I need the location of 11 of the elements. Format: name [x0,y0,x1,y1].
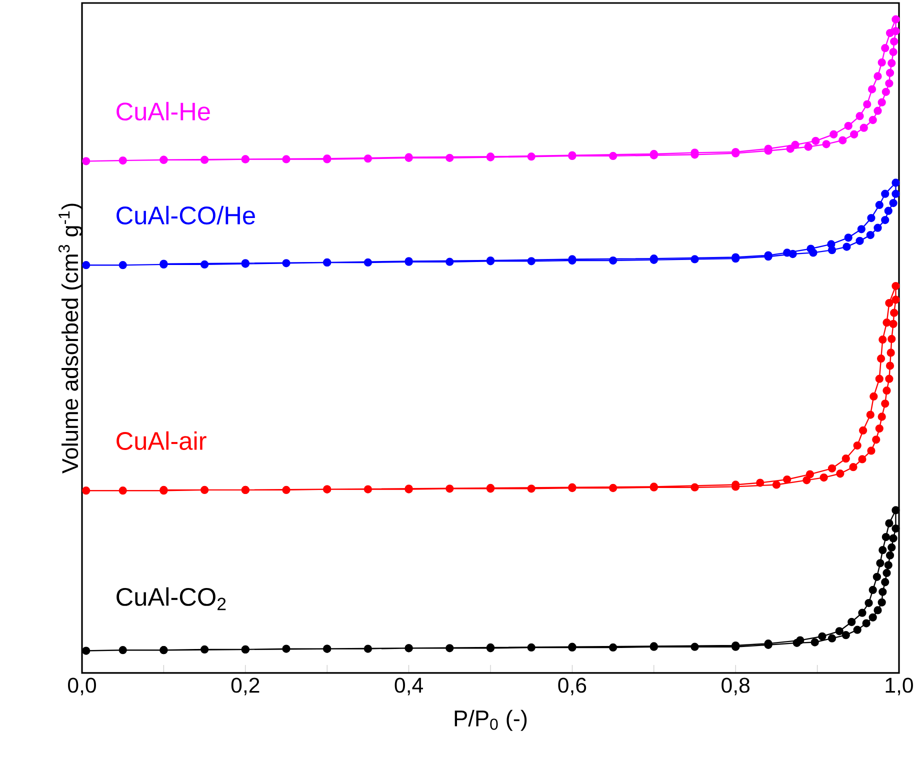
x-tick-label: 0,4 [394,678,423,696]
x-tick-label: 0,2 [231,678,260,696]
x-tick-label: 1,0 [886,678,913,696]
x-axis-title: P/P$_{0}$ (-) [454,710,527,731]
series-label: CuAl-He [116,102,210,121]
series-label: CuAl-CO$_{2}$ [116,587,226,610]
x-tick-label: 0,6 [558,678,586,696]
x-tick-label: 0,8 [722,678,750,696]
series-label: CuAl-air [116,431,206,450]
series-label: CuAl-CO/He [116,206,255,224]
x-tick-label: 0,0 [68,678,96,696]
